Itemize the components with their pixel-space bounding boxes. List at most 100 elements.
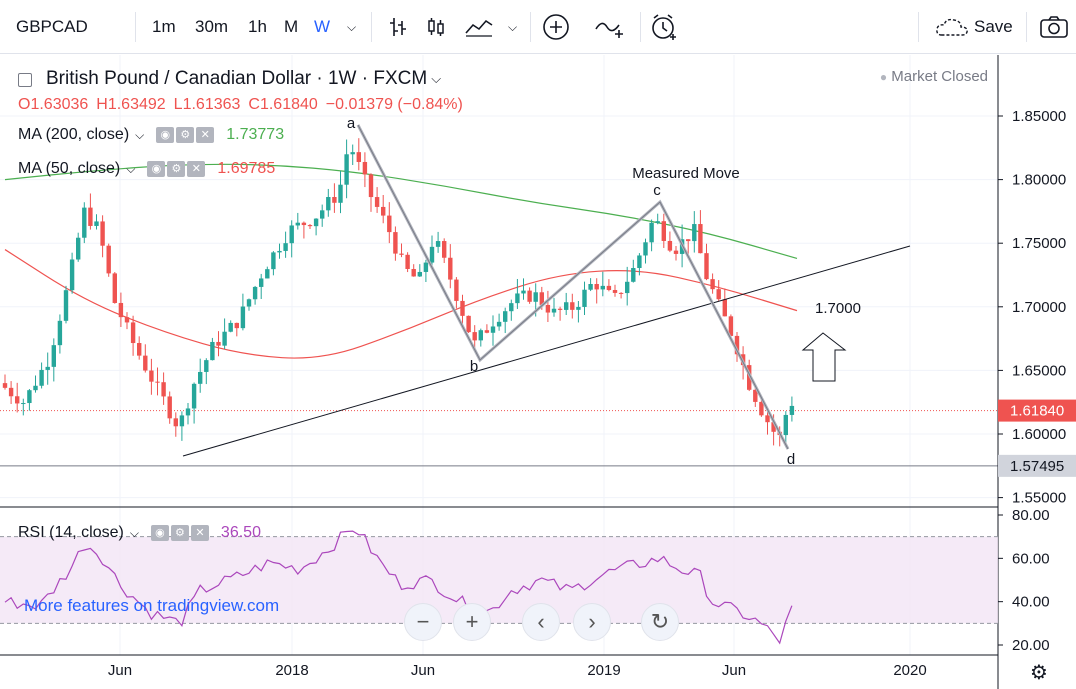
ma50-legend[interactable]: MA (50, close) ⌵ ◉ ⚙ ✕ 1.69785 (18, 160, 275, 178)
reset-chart-button[interactable]: ↻ (641, 603, 679, 641)
candle-body (289, 225, 294, 244)
status-dot-icon: ● (879, 70, 888, 84)
candle-body (301, 222, 307, 226)
candle-body (533, 292, 538, 302)
candle-body (51, 345, 56, 367)
interval-30m[interactable]: 30m (195, 17, 229, 36)
eye-icon[interactable]: ◉ (150, 525, 169, 541)
ma200-legend[interactable]: MA (200, close) ⌵ ◉ ⚙ ✕ 1.73773 (18, 126, 284, 144)
rsi-tick-label: 80.00 (1012, 507, 1050, 524)
candle-body (448, 257, 453, 280)
gear-icon[interactable]: ⚙ (1030, 662, 1048, 684)
chart-type-chevron-down-icon[interactable]: ⌵ (508, 19, 518, 34)
chevron-down-icon[interactable]: ⌵ (135, 127, 145, 142)
candle-body (21, 403, 26, 405)
candle-body (771, 422, 776, 432)
candle-body (429, 246, 435, 263)
candle-body (155, 381, 160, 383)
price-tick-label: 1.55000 (1012, 490, 1066, 507)
candle-body (686, 239, 691, 242)
candle-body (600, 285, 605, 290)
candle-body (423, 262, 429, 272)
ma50-path (4, 249, 798, 359)
rsi-label: RSI (14, close) (18, 524, 124, 541)
candle-body (332, 197, 337, 203)
eye-icon[interactable]: ◉ (147, 161, 166, 177)
collapse-icon[interactable] (18, 73, 32, 87)
candle-body (179, 415, 185, 427)
candles-icon[interactable] (422, 0, 450, 54)
candle-body (594, 284, 599, 290)
symbol-search[interactable]: GBPCAD (16, 17, 88, 36)
chevron-down-icon[interactable]: ⌵ (129, 525, 139, 540)
candle-body (545, 304, 551, 313)
candle-body (246, 299, 252, 307)
candle-body (442, 241, 447, 258)
close-icon[interactable]: ✕ (190, 525, 209, 541)
measured-move-path-inner (357, 124, 789, 450)
indicator-buttons: ◉ ⚙ ✕ (147, 161, 206, 177)
candle-body (557, 308, 563, 310)
chart-title[interactable]: British Pound / Canadian Dollar · 1W · F… (46, 68, 428, 89)
candle-body (521, 290, 526, 294)
marker-price-label: 1.57495 (1010, 458, 1064, 475)
candle-body (283, 243, 288, 251)
candle-body (472, 332, 477, 341)
candle-body (15, 396, 20, 404)
rsi-legend[interactable]: RSI (14, close) ⌵ ◉ ⚙ ✕ 36.50 (18, 524, 261, 542)
indicator-buttons: ◉ ⚙ ✕ (150, 525, 209, 541)
candle-body (490, 326, 496, 333)
chevron-down-icon[interactable]: ⌵ (126, 161, 136, 176)
interval-1h[interactable]: 1h (248, 17, 267, 36)
tradingview-watermark[interactable]: More features on tradingview.com (24, 596, 280, 615)
candle-body (252, 286, 258, 300)
add-indicator-icon[interactable] (541, 0, 571, 54)
price-tick-label: 1.80000 (1012, 172, 1066, 189)
scroll-left-button[interactable]: ‹ (522, 603, 560, 641)
close-icon[interactable]: ✕ (196, 127, 215, 143)
interval-1m[interactable]: 1m (152, 17, 176, 36)
intervals-chevron-down-icon[interactable]: ⌵ (347, 19, 357, 34)
candle-body (271, 252, 276, 270)
candle-body (564, 302, 569, 310)
price-tick-label: 1.60000 (1012, 426, 1066, 443)
candle-body (667, 240, 673, 251)
area-chart-icon[interactable] (462, 0, 496, 54)
candle-body (259, 278, 264, 287)
close-icon[interactable]: ✕ (187, 161, 206, 177)
gear-icon[interactable]: ⚙ (167, 161, 186, 177)
ma200-path (4, 163, 798, 260)
ohlc-row: O1.63036 H1.63492 L1.61363 C1.61840 −0.0… (18, 96, 471, 114)
candle-body (210, 341, 215, 361)
candle-body (2, 383, 8, 388)
eye-icon[interactable]: ◉ (156, 127, 175, 143)
gear-icon[interactable]: ⚙ (170, 525, 189, 541)
chevron-down-icon[interactable]: ⌵ (431, 71, 442, 86)
candle-body (704, 253, 709, 280)
marker-price-tag (998, 454, 1076, 477)
candle-body (655, 221, 660, 223)
target-label: 1.7000 (815, 300, 861, 317)
candle-body (277, 250, 282, 253)
gear-icon[interactable]: ⚙ (176, 127, 195, 143)
save-button[interactable]: Save (974, 17, 1013, 36)
low-value: L1.61363 (173, 96, 241, 113)
candle-body (631, 268, 636, 282)
alert-clock-icon[interactable] (648, 0, 680, 54)
candle-body (173, 418, 178, 427)
candle-body (466, 315, 471, 333)
zoom-out-button[interactable]: − (404, 603, 442, 641)
zoom-in-button[interactable]: + (453, 603, 491, 641)
candle-body (130, 322, 136, 344)
indicator-buttons: ◉ ⚙ ✕ (156, 127, 215, 143)
interval-week[interactable]: W (314, 17, 331, 36)
toolbar-divider (1026, 12, 1027, 42)
candle-body (759, 401, 764, 416)
interval-month[interactable]: M (284, 17, 299, 36)
camera-icon[interactable] (1038, 0, 1070, 54)
indicators-icon[interactable] (592, 0, 628, 54)
scroll-right-button[interactable]: › (573, 603, 611, 641)
candle-body (27, 390, 32, 404)
bar-style-icon[interactable] (384, 0, 412, 54)
